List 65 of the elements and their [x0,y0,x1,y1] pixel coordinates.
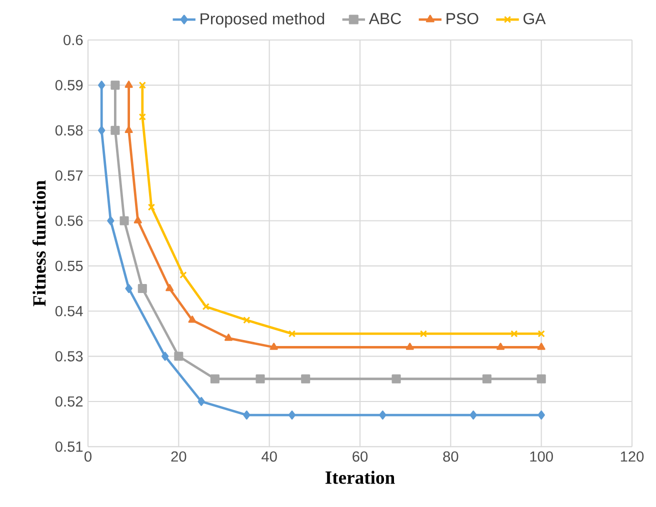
point [538,330,545,338]
point [110,80,120,90]
legend-label: GA [524,13,546,24]
point [125,284,132,294]
y-tick-label: 0.58 [55,125,83,136]
point [392,374,401,384]
y-tick-label: 0.51 [55,442,83,452]
point [124,126,133,134]
y-tick-label: 0.55 [55,260,83,272]
point [420,330,428,338]
y-tick-label: 0.56 [55,216,83,226]
y-axis-title: Fitness function [32,180,46,306]
point [496,342,505,350]
legend-label: Proposed method [200,12,324,28]
point [243,410,250,420]
point [166,284,174,292]
point [138,284,147,294]
point [288,410,296,420]
point [138,113,146,121]
point [180,272,187,279]
y-tick-label: 0.52 [55,396,83,407]
point [470,410,477,420]
x-tick-label: 60 [352,452,368,462]
point [510,330,518,338]
y-tick-label: 0.53 [55,351,83,362]
x-tick-label: 20 [171,452,186,462]
y-tick-label: 0.57 [55,170,83,181]
point [198,397,205,406]
point [107,216,114,226]
point [174,352,184,361]
x-tick-label: 120 [620,452,644,462]
x-tick-label: 100 [530,452,553,462]
point [98,80,106,90]
point [243,316,250,324]
point [161,352,169,361]
y-tick-label: 0.54 [55,306,83,316]
legend-label: ABC [368,13,402,24]
point [202,303,210,310]
point [210,374,220,384]
y-tick-label: 0.59 [55,80,83,91]
point [98,126,106,136]
point [188,316,196,323]
point [379,410,386,420]
point [537,342,546,350]
point [482,374,492,384]
x-tick-label: 80 [443,452,458,462]
point [224,334,233,342]
point [406,342,414,350]
point [301,374,310,384]
x-tick-label: 40 [262,452,277,462]
point [138,82,146,89]
y-tick-label: 0.6 [64,35,83,46]
point [270,342,278,350]
point [536,374,546,384]
point [288,330,296,338]
point [110,126,120,136]
x-tick-label: 0 [84,452,92,462]
x-axis-title: Iteration [326,470,395,484]
legend-label: PSO [446,13,478,24]
point [120,216,129,226]
point [124,80,133,88]
point [256,374,265,384]
point [134,216,142,224]
point [538,410,545,420]
point [148,204,156,211]
